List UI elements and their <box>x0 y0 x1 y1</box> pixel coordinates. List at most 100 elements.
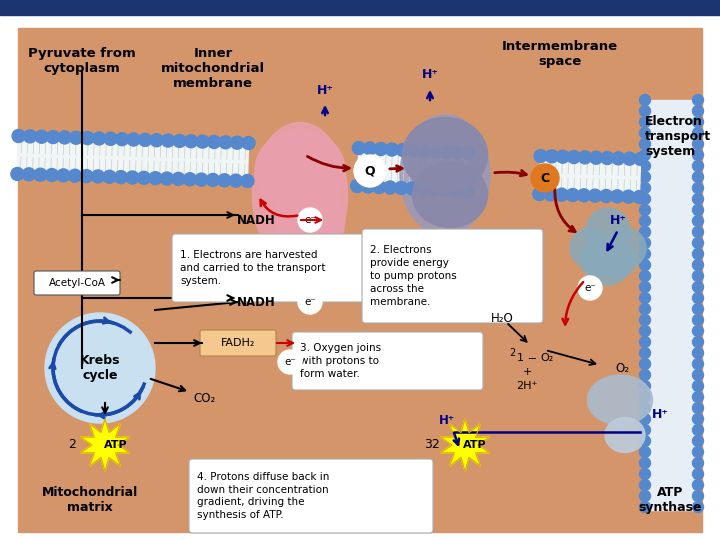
Circle shape <box>70 131 83 144</box>
Text: Acetyl-CoA: Acetyl-CoA <box>48 278 106 288</box>
Circle shape <box>241 174 254 187</box>
Circle shape <box>298 208 322 232</box>
Circle shape <box>693 94 703 105</box>
Text: +: + <box>522 367 531 377</box>
Circle shape <box>639 293 650 303</box>
Circle shape <box>693 205 703 215</box>
Circle shape <box>207 173 220 186</box>
Circle shape <box>693 150 703 160</box>
Circle shape <box>693 457 703 469</box>
Circle shape <box>586 208 630 252</box>
Circle shape <box>230 136 243 149</box>
Text: 2: 2 <box>68 438 76 451</box>
Circle shape <box>639 381 650 392</box>
Circle shape <box>373 180 386 193</box>
Circle shape <box>374 143 387 156</box>
Ellipse shape <box>253 123 348 267</box>
Circle shape <box>570 228 610 268</box>
Text: ATP: ATP <box>463 440 487 450</box>
Circle shape <box>173 134 186 147</box>
Circle shape <box>12 130 25 143</box>
Circle shape <box>639 435 650 447</box>
Circle shape <box>693 326 703 336</box>
Circle shape <box>639 281 650 293</box>
Ellipse shape <box>255 130 345 210</box>
Circle shape <box>578 276 602 300</box>
Circle shape <box>441 145 454 159</box>
Circle shape <box>361 180 374 193</box>
Circle shape <box>693 281 703 293</box>
Circle shape <box>451 146 464 159</box>
Circle shape <box>639 160 650 172</box>
Circle shape <box>693 502 703 512</box>
Text: H₂O: H₂O <box>490 312 513 325</box>
Circle shape <box>693 424 703 435</box>
Circle shape <box>693 193 703 205</box>
Text: 2: 2 <box>510 348 516 358</box>
Circle shape <box>639 469 650 480</box>
Ellipse shape <box>402 118 487 192</box>
Circle shape <box>693 138 703 150</box>
Circle shape <box>531 164 559 192</box>
Text: e⁻: e⁻ <box>584 283 596 293</box>
Text: Mitochondrial
matrix: Mitochondrial matrix <box>42 486 138 514</box>
Text: H⁺: H⁺ <box>610 213 626 226</box>
Circle shape <box>639 314 650 326</box>
Circle shape <box>395 181 408 194</box>
Circle shape <box>639 150 650 160</box>
Circle shape <box>352 141 365 154</box>
Circle shape <box>405 182 418 195</box>
Bar <box>645 100 698 510</box>
Circle shape <box>693 117 703 127</box>
Ellipse shape <box>413 163 487 227</box>
Circle shape <box>397 144 410 157</box>
Text: 4. Protons diffuse back in
down their concentration
gradient, driving the
synthe: 4. Protons diffuse back in down their co… <box>197 472 329 520</box>
Circle shape <box>298 290 322 314</box>
Circle shape <box>93 132 106 145</box>
Circle shape <box>364 142 377 155</box>
Circle shape <box>693 215 703 226</box>
Circle shape <box>639 490 650 502</box>
Circle shape <box>429 145 442 158</box>
Circle shape <box>639 215 650 226</box>
Circle shape <box>418 145 431 158</box>
Circle shape <box>45 168 58 181</box>
Circle shape <box>693 435 703 447</box>
Text: Electron
transport
system: Electron transport system <box>645 115 711 158</box>
Polygon shape <box>80 419 130 471</box>
Circle shape <box>354 155 386 187</box>
Circle shape <box>693 402 703 414</box>
Circle shape <box>544 188 557 201</box>
Circle shape <box>639 205 650 215</box>
Text: 3. Oxygen joins
with protons to
form water.: 3. Oxygen joins with protons to form wat… <box>300 343 381 379</box>
Circle shape <box>639 359 650 369</box>
Circle shape <box>150 134 163 147</box>
Text: NADH: NADH <box>237 295 276 308</box>
Circle shape <box>693 271 703 281</box>
Circle shape <box>242 137 255 150</box>
Circle shape <box>103 170 116 183</box>
Circle shape <box>161 134 174 147</box>
Circle shape <box>161 172 174 185</box>
Circle shape <box>545 150 558 163</box>
Text: O₂: O₂ <box>615 361 629 375</box>
Text: Inner
mitochondrial
membrane: Inner mitochondrial membrane <box>161 47 265 90</box>
Circle shape <box>693 105 703 117</box>
Circle shape <box>693 172 703 183</box>
Polygon shape <box>357 148 469 191</box>
Circle shape <box>639 127 650 138</box>
Circle shape <box>384 181 397 194</box>
Circle shape <box>639 392 650 402</box>
Circle shape <box>557 150 570 163</box>
Circle shape <box>58 131 71 144</box>
Text: e⁻: e⁻ <box>304 215 316 225</box>
Circle shape <box>693 359 703 369</box>
Circle shape <box>104 132 117 145</box>
Circle shape <box>219 136 232 149</box>
Circle shape <box>91 170 104 183</box>
Ellipse shape <box>588 375 652 425</box>
Circle shape <box>639 369 650 381</box>
Circle shape <box>580 242 616 278</box>
Circle shape <box>68 169 81 182</box>
Circle shape <box>693 447 703 457</box>
